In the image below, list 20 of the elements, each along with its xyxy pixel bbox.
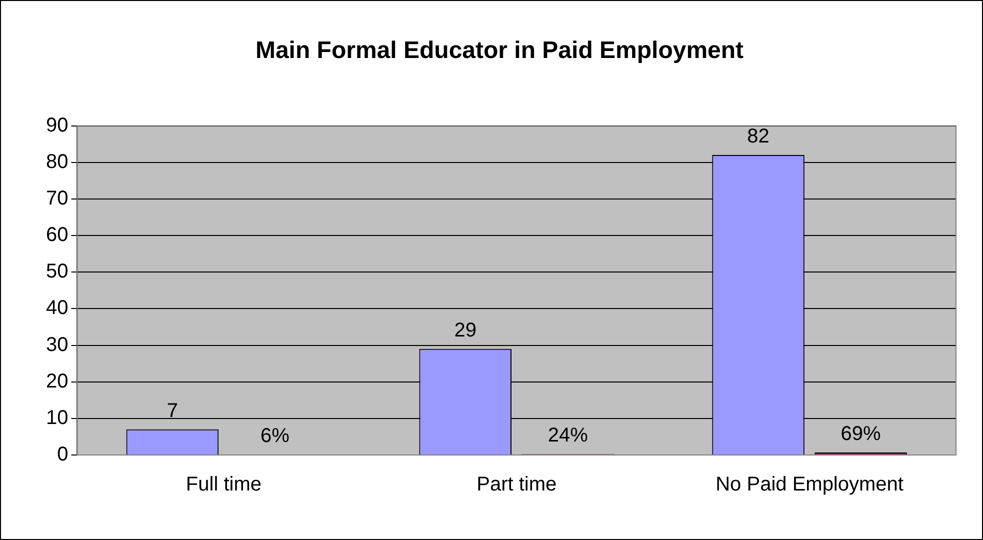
x-tick-label: Full time: [186, 474, 262, 496]
y-tick-label: 80: [46, 150, 68, 173]
x-tick-label: Part time: [476, 474, 557, 496]
y-tick-label: 50: [46, 260, 68, 283]
y-tick-label: 20: [46, 370, 68, 392]
y-tick-label: 70: [46, 187, 68, 210]
y-tick-label: 60: [46, 224, 68, 246]
data-label: 7: [166, 400, 178, 422]
y-tick-label: 30: [46, 334, 68, 356]
data-label: 24%: [548, 424, 588, 447]
data-label: 82: [747, 126, 770, 148]
data-label: 69%: [840, 422, 882, 445]
data-label: 29: [454, 319, 476, 342]
y-tick-label: 0: [57, 444, 68, 466]
chart-title: Main Formal Educator in Paid Employment: [255, 37, 744, 64]
data-label: 6%: [260, 425, 290, 448]
y-tick-label: 90: [46, 114, 68, 136]
y-tick-label: 10: [46, 406, 68, 429]
x-tick-label: No Paid Employment: [716, 474, 904, 496]
y-tick-label: 40: [46, 297, 68, 320]
